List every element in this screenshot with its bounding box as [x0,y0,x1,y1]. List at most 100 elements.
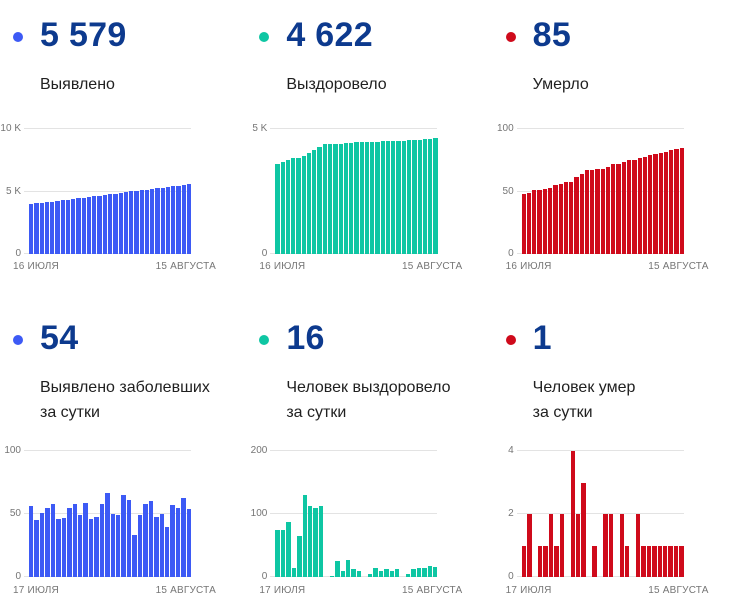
bar [579,174,584,254]
bar [343,143,349,254]
died-dot-icon [505,335,516,345]
bar [600,169,605,254]
bar [317,147,322,254]
bar [302,495,307,577]
bar [77,515,83,577]
x-axis-end-label: 15 АВГУСТА [648,585,709,596]
bar [417,139,422,254]
bar [641,545,646,577]
x-axis-start-label: 16 ИЮЛЯ [505,261,552,272]
bar [427,565,433,577]
bar [83,502,88,577]
bar [92,196,97,254]
bar [335,561,340,577]
recovered-dot-icon [259,335,270,345]
bar [558,184,563,254]
bar [34,520,39,577]
bar [380,141,385,254]
bar-series [517,129,684,254]
y-axis-tick-label: 0 [261,248,268,259]
chart-recovered-total: 0 5 K [246,123,492,259]
bar [280,529,286,577]
chart-died-total: 0 50 100 [493,123,739,259]
bar [401,140,406,254]
bar [132,535,137,577]
x-axis-end-label: 15 АВГУСТА [648,261,709,272]
bar [674,149,679,254]
bar [367,573,373,577]
bar [396,140,401,254]
bar [160,187,165,254]
bar [553,185,558,254]
bar [608,514,614,577]
bar [154,516,159,577]
x-axis-end-label: 15 АВГУСТА [401,585,463,596]
gridline [24,128,191,129]
bar [422,567,427,577]
y-axis-tick-label: 4 [508,445,514,456]
bar [389,570,394,577]
gridline [24,450,191,451]
bar [113,193,118,254]
bar [658,152,663,254]
bar [679,545,684,577]
card-died-daily: 1 Человек умер за сутки 0 2 4 17 ИЮЛЯ 15 А… [493,303,739,607]
bar [159,514,164,577]
bar-series [24,129,192,254]
bar [373,568,378,577]
chart-died-daily: 0 2 4 [493,445,739,582]
bar [405,573,411,577]
bar [526,192,532,254]
bar [44,202,50,254]
x-axis-labels: 16 ИЮЛЯ 15 АВГУСТА [259,261,462,272]
bar [322,144,327,254]
gridline [270,253,438,254]
bar [181,184,186,254]
bar [378,570,384,577]
bar [280,161,285,254]
bar [595,169,600,254]
bar [76,198,81,254]
bar [134,190,139,254]
bar [351,569,356,577]
bar [576,514,581,577]
bar [50,201,55,254]
bar [97,195,102,254]
bar [433,566,438,577]
bar [71,198,76,254]
bar [375,141,380,254]
x-axis-labels: 16 ИЮЛЯ 15 АВГУСТА [506,261,709,272]
bar [306,152,312,254]
bar [603,514,608,577]
bar [679,147,684,254]
y-axis-tick-label: 100 [250,508,268,519]
bar [635,514,641,577]
bar [632,160,637,254]
bar [137,515,143,577]
bar [416,567,422,577]
bar [340,570,346,577]
bar [286,521,291,577]
bar [570,451,576,577]
gridline [516,450,684,451]
y-axis-tick-label: 5 K [5,185,21,197]
bar [150,188,155,254]
bar [521,194,526,254]
x-axis-end-label: 15 АВГУСТА [155,585,216,596]
bar [186,184,192,254]
bar [370,141,375,254]
bar [86,196,92,254]
y-axis-tick-label: 100 [496,123,514,134]
chart-detected-daily: 0 50 100 [0,445,246,582]
bar [559,514,565,577]
bar [624,545,630,577]
bar [129,191,134,254]
bar [301,155,306,254]
bar [55,200,60,254]
stat-label-died-total: Умерло [532,76,589,93]
bar-series [517,451,684,577]
bar [297,536,302,577]
x-axis-start-label: 16 ИЮЛЯ [259,261,306,272]
bar [45,507,50,577]
y-axis-tick-label: 2 [508,508,514,519]
